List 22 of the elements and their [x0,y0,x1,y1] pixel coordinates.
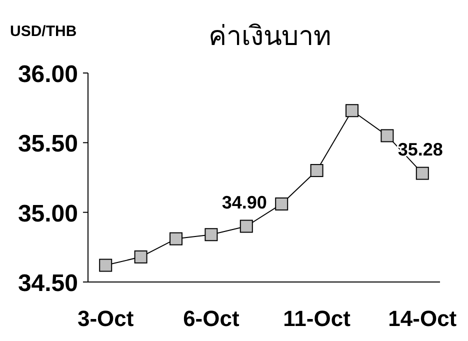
y-tick-label: 35.00 [18,200,78,228]
point [416,166,429,180]
chart-title: ค่าเงินบาท [208,21,332,51]
point [99,258,112,272]
y-tick-label: 36.00 [18,61,78,88]
data-label: 34.90 [222,192,267,212]
x-tick-label: 11-Oct [283,306,352,331]
y-tick-label: 35.50 [18,130,78,158]
point [170,232,182,246]
point [240,220,253,233]
point [310,164,324,178]
y-tick-label: 34.50 [18,270,78,297]
point [134,250,148,264]
point [346,104,358,118]
y-axis-title: USD/THB [10,23,77,40]
x-tick-label: 14-Oct [388,306,458,331]
data-label: 35.28 [398,139,443,160]
point [204,228,218,242]
point [275,197,288,210]
point [380,129,394,142]
x-tick-label: 6-Oct [183,306,240,331]
x-tick-label: 3-Oct [77,306,134,331]
